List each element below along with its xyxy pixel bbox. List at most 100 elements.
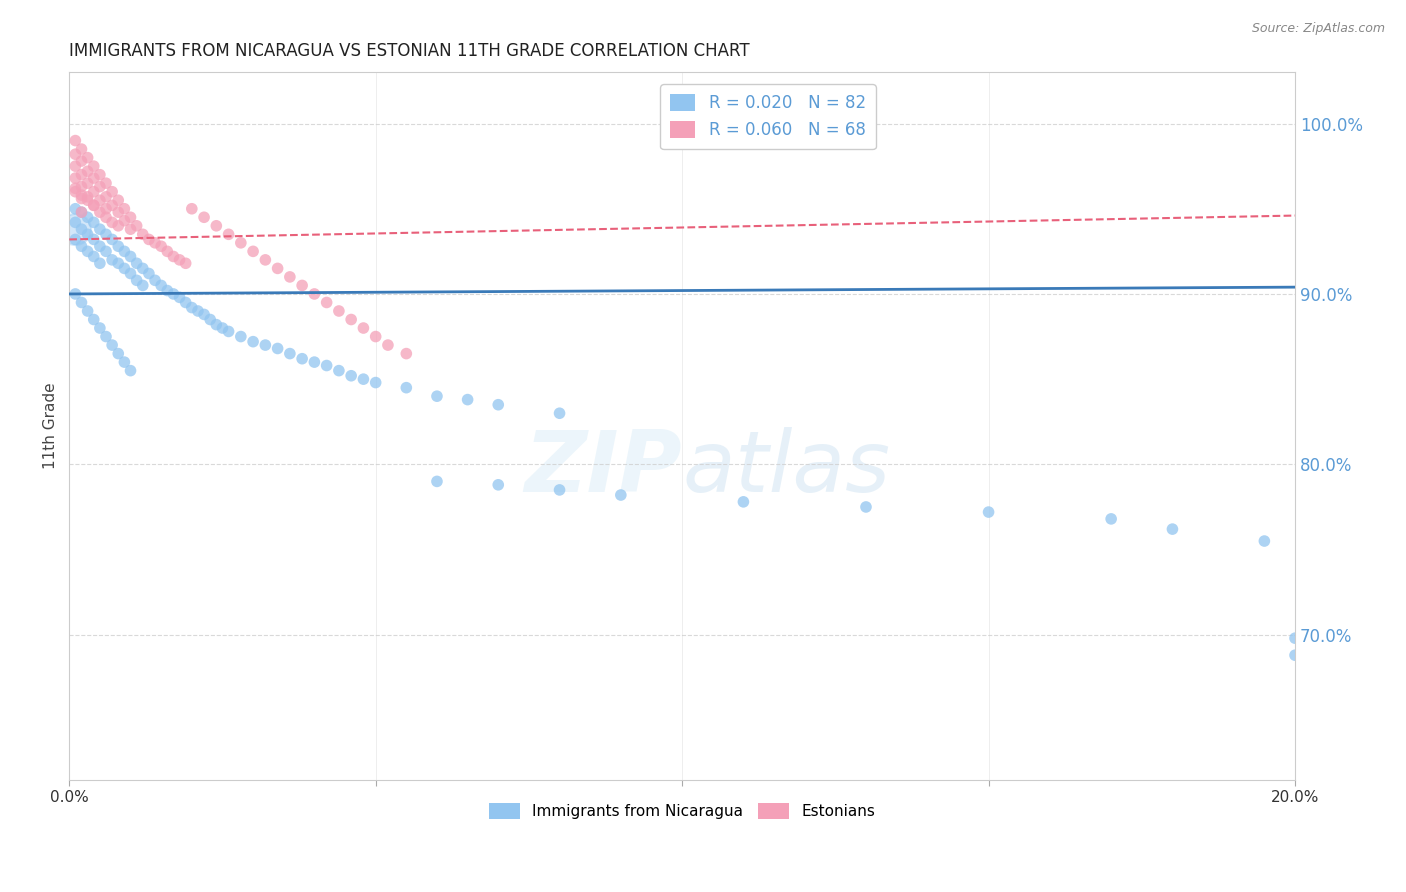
Point xyxy=(65,147,87,161)
Point xyxy=(1161,522,1184,536)
Point xyxy=(89,321,111,335)
Point xyxy=(340,312,363,326)
Point xyxy=(83,198,105,212)
Point xyxy=(352,321,374,335)
Point xyxy=(65,232,87,246)
Point xyxy=(65,222,87,236)
Point xyxy=(486,478,509,492)
Point xyxy=(107,205,129,219)
Text: IMMIGRANTS FROM NICARAGUA VS ESTONIAN 11TH GRADE CORRELATION CHART: IMMIGRANTS FROM NICARAGUA VS ESTONIAN 11… xyxy=(69,42,749,60)
Point xyxy=(76,244,98,259)
Point xyxy=(278,269,301,284)
Point xyxy=(94,202,117,216)
Point xyxy=(76,193,98,207)
Point xyxy=(242,334,264,349)
Point xyxy=(180,202,202,216)
Point xyxy=(120,267,142,281)
Legend: Immigrants from Nicaragua, Estonians: Immigrants from Nicaragua, Estonians xyxy=(484,797,882,825)
Point xyxy=(83,250,105,264)
Point xyxy=(254,338,277,352)
Point xyxy=(83,185,105,199)
Point xyxy=(395,346,418,360)
Point xyxy=(94,329,117,343)
Point xyxy=(94,176,117,190)
Point xyxy=(107,256,129,270)
Point xyxy=(377,338,399,352)
Point xyxy=(112,355,135,369)
Point xyxy=(162,287,184,301)
Y-axis label: 11th Grade: 11th Grade xyxy=(44,383,58,469)
Point xyxy=(65,185,87,199)
Point xyxy=(328,304,350,318)
Point xyxy=(65,171,87,186)
Point xyxy=(125,256,148,270)
Point xyxy=(107,239,129,253)
Point xyxy=(548,406,571,420)
Point xyxy=(340,368,363,383)
Point xyxy=(89,205,111,219)
Point xyxy=(70,205,93,219)
Point xyxy=(120,250,142,264)
Point xyxy=(76,176,98,190)
Point xyxy=(174,295,197,310)
Point xyxy=(193,211,215,225)
Point xyxy=(291,351,314,366)
Point xyxy=(315,359,337,373)
Point xyxy=(65,159,87,173)
Point xyxy=(65,134,87,148)
Point xyxy=(1099,512,1122,526)
Point xyxy=(89,168,111,182)
Point xyxy=(125,219,148,233)
Point xyxy=(125,273,148,287)
Point xyxy=(266,342,288,356)
Point xyxy=(254,252,277,267)
Point xyxy=(76,164,98,178)
Point xyxy=(76,211,98,225)
Point xyxy=(977,505,1000,519)
Point xyxy=(70,205,93,219)
Point xyxy=(89,256,111,270)
Point xyxy=(218,227,240,242)
Point xyxy=(89,179,111,194)
Point xyxy=(70,179,93,194)
Point xyxy=(70,295,93,310)
Point xyxy=(193,307,215,321)
Point xyxy=(242,244,264,259)
Point xyxy=(426,475,449,489)
Point xyxy=(132,227,155,242)
Point xyxy=(120,211,142,225)
Point xyxy=(83,159,105,173)
Point xyxy=(101,232,124,246)
Point xyxy=(70,188,93,202)
Point xyxy=(169,290,191,304)
Point xyxy=(229,329,252,343)
Point xyxy=(156,244,179,259)
Point xyxy=(150,239,173,253)
Point xyxy=(65,215,87,229)
Point xyxy=(150,278,173,293)
Point xyxy=(112,202,135,216)
Point xyxy=(156,284,179,298)
Point xyxy=(486,398,509,412)
Point xyxy=(304,287,326,301)
Point xyxy=(174,256,197,270)
Point xyxy=(89,193,111,207)
Point xyxy=(83,232,105,246)
Point xyxy=(70,168,93,182)
Point xyxy=(65,287,87,301)
Text: Source: ZipAtlas.com: Source: ZipAtlas.com xyxy=(1251,22,1385,36)
Point xyxy=(1284,648,1306,663)
Point xyxy=(132,278,155,293)
Point xyxy=(180,301,202,315)
Point xyxy=(83,215,105,229)
Point xyxy=(229,235,252,250)
Point xyxy=(1284,631,1306,645)
Point xyxy=(112,261,135,276)
Point xyxy=(205,318,228,332)
Point xyxy=(120,364,142,378)
Point xyxy=(162,250,184,264)
Point xyxy=(94,211,117,225)
Point xyxy=(315,295,337,310)
Point xyxy=(94,244,117,259)
Point xyxy=(76,304,98,318)
